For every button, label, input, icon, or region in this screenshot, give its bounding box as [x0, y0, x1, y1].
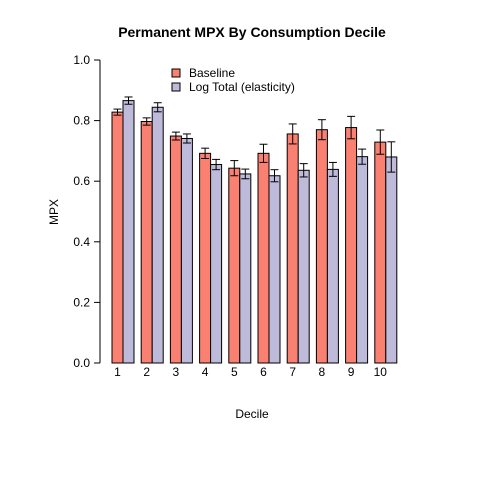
bar-log-total-decile-9 [356, 156, 369, 364]
y-tick-label: 0.4 [73, 235, 90, 249]
bars-group [111, 100, 398, 364]
x-tick-labels: 1 2 3 4 5 6 7 8 9 10 [114, 365, 387, 379]
error-bar-baseline-decile-1 [113, 108, 122, 116]
y-tick-label: 0.2 [73, 295, 90, 309]
error-bar-baseline-decile-9 [347, 115, 356, 140]
error-bar-baseline-decile-10 [376, 129, 385, 155]
bar-baseline-decile-8 [315, 129, 328, 364]
bar-baseline-decile-6 [257, 152, 270, 364]
x-tick-label-8: 8 [319, 365, 326, 379]
legend-label-log-total: Log Total (elasticity) [189, 80, 295, 94]
bar-log-total-decile-3 [180, 137, 193, 364]
error-bar-log-total-decile-8 [328, 161, 337, 177]
bar-baseline-decile-3 [169, 135, 182, 364]
error-bar-baseline-decile-4 [201, 147, 210, 159]
x-tick-label-2: 2 [143, 365, 150, 379]
y-tick-label: 0.6 [73, 174, 90, 188]
bar-baseline-decile-1 [111, 111, 124, 364]
error-bar-log-total-decile-9 [358, 148, 367, 165]
error-bar-baseline-decile-6 [259, 143, 268, 163]
legend-swatch-baseline [171, 68, 181, 78]
y-tick-label: 1.0 [73, 53, 90, 67]
bar-baseline-decile-2 [140, 121, 153, 364]
bar-log-total-decile-6 [268, 175, 281, 364]
y-axis: 0.0 0.2 0.4 0.6 0.8 1.0 [73, 53, 101, 370]
bar-log-total-decile-8 [326, 168, 339, 364]
x-tick-label-3: 3 [173, 365, 180, 379]
error-bar-log-total-decile-1 [124, 96, 133, 105]
legend-swatch-log-total [171, 82, 181, 92]
error-bar-baseline-decile-2 [142, 117, 151, 126]
x-tick-label-5: 5 [231, 365, 238, 379]
error-bar-log-total-decile-3 [182, 133, 191, 144]
bar-log-total-decile-7 [297, 169, 310, 364]
y-tick-label: 0.8 [73, 114, 90, 128]
bar-log-total-decile-10 [385, 156, 398, 364]
error-bar-log-total-decile-10 [387, 141, 396, 173]
bar-log-total-decile-4 [210, 164, 223, 364]
x-axis-label: Decile [235, 407, 269, 421]
error-bar-log-total-decile-6 [270, 169, 279, 183]
x-tick-label-9: 9 [348, 365, 355, 379]
x-tick-label-4: 4 [202, 365, 209, 379]
bar-baseline-decile-5 [228, 167, 241, 364]
error-bar-log-total-decile-4 [212, 158, 221, 171]
x-tick-label-6: 6 [260, 365, 267, 379]
x-tick-label-10: 10 [374, 365, 388, 379]
bar-baseline-decile-7 [286, 133, 299, 364]
x-tick-label-1: 1 [114, 365, 121, 379]
legend-label-baseline: Baseline [189, 66, 235, 80]
chart-title: Permanent MPX By Consumption Decile [118, 24, 386, 40]
bar-baseline-decile-10 [374, 141, 387, 364]
bar-baseline-decile-9 [345, 127, 358, 364]
x-tick-label-7: 7 [289, 365, 296, 379]
error-bar-baseline-decile-5 [230, 160, 239, 177]
error-bar-log-total-decile-7 [299, 163, 308, 178]
bar-log-total-decile-5 [239, 173, 252, 364]
bar-baseline-decile-4 [199, 152, 212, 364]
bar-log-total-decile-1 [122, 100, 135, 364]
y-tick-label: 0.0 [73, 356, 90, 370]
bar-log-total-decile-2 [151, 106, 164, 364]
y-axis-label: MPX [47, 199, 61, 225]
error-bar-baseline-decile-3 [171, 131, 180, 141]
error-bars-group [113, 96, 396, 183]
error-bar-log-total-decile-5 [241, 168, 250, 180]
error-bar-baseline-decile-7 [288, 123, 297, 145]
error-bar-log-total-decile-2 [153, 102, 162, 113]
error-bar-baseline-decile-8 [317, 119, 326, 141]
